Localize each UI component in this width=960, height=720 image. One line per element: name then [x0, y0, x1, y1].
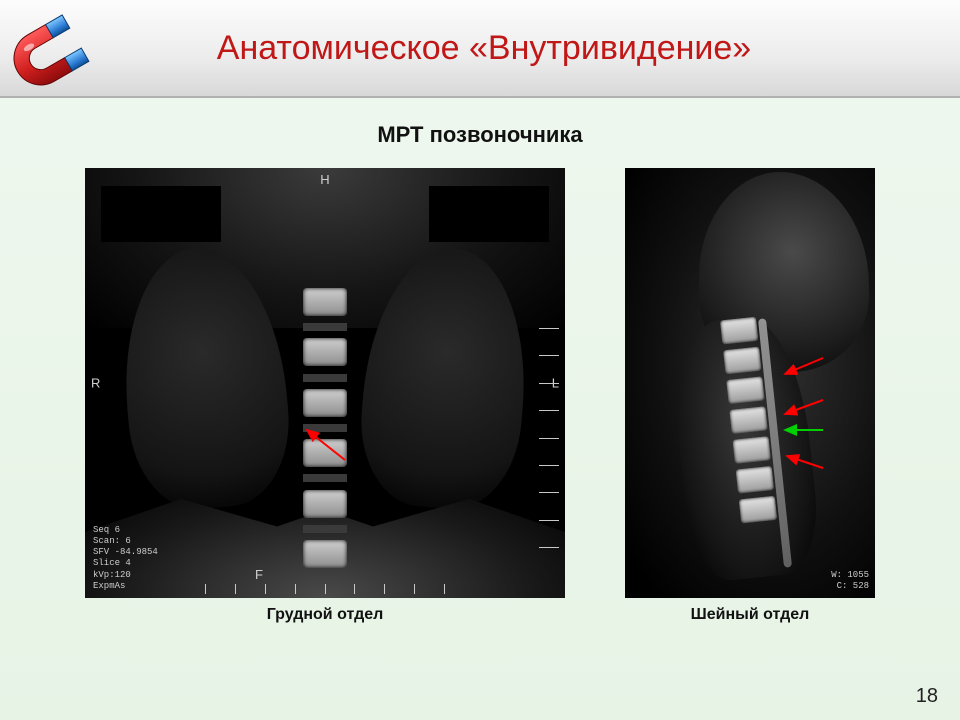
figure-thoracic: H R L F Seq 6 Scan: 6 SFV -84.9854 Slice…: [85, 168, 565, 624]
slide-subtitle: МРТ позвоночника: [0, 122, 960, 148]
page-number: 18: [916, 685, 938, 708]
figure-cervical: W: 1055 C: 528 Шейный отдел: [625, 168, 875, 624]
caption-thoracic: Грудной отдел: [267, 606, 384, 624]
scale-ruler: [539, 328, 559, 548]
figure-row: H R L F Seq 6 Scan: 6 SFV -84.9854 Slice…: [0, 168, 960, 624]
scan-thoracic: H R L F Seq 6 Scan: 6 SFV -84.9854 Slice…: [85, 168, 565, 598]
scan-cervical: W: 1055 C: 528: [625, 168, 875, 598]
dicom-overlay: Seq 6 Scan: 6 SFV -84.9854 Slice 4 kVp:1…: [93, 525, 158, 593]
slide-title: Анатомическое «Внутривидение»: [128, 29, 960, 68]
edge-label-top: H: [320, 172, 329, 187]
caption-cervical: Шейный отдел: [691, 606, 810, 624]
dicom-overlay: W: 1055 C: 528: [831, 570, 869, 593]
thoracic-spine-column: [303, 288, 347, 568]
edge-label-left: R: [91, 376, 100, 391]
slide: Анатомическое «Внутривидение» МРТ позвон…: [0, 0, 960, 720]
redaction: [429, 186, 549, 242]
bottom-ruler: [205, 580, 445, 594]
magnet-icon: [8, 4, 128, 92]
header-bar: Анатомическое «Внутривидение»: [0, 0, 960, 98]
redaction: [101, 186, 221, 242]
